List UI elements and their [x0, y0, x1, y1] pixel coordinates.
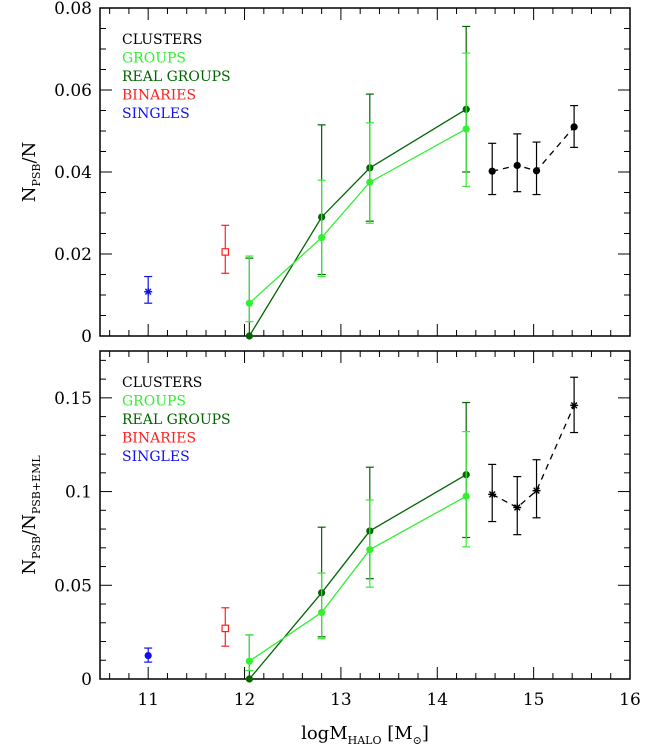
y-axis-label-subscript: PSB [30, 536, 43, 559]
star-stroke [488, 491, 496, 498]
x-tick-label: 15 [523, 690, 545, 710]
star-stroke [144, 288, 152, 296]
data-point [462, 125, 470, 133]
plot-frame [99, 350, 631, 680]
data-point [318, 234, 326, 242]
legend-entry: REAL GROUPS [122, 412, 231, 428]
legend-entry: GROUPS [122, 51, 186, 67]
x-tick-label: 12 [234, 690, 256, 710]
panel-bottom: 0 0.05 0.1 0.15 11 12 13 14 15 16 NPSB/NPSB+EML log… [19, 350, 641, 746]
star-stroke [513, 504, 521, 511]
x-axis-label-part: logM [301, 723, 348, 744]
x-tick-label: 16 [619, 690, 641, 710]
y-tick-label: 0.04 [54, 163, 92, 183]
x-tick-label: 13 [330, 690, 352, 710]
series-line [248, 128, 467, 304]
y-axis-label-part: N [19, 559, 40, 575]
data-point [318, 608, 326, 617]
series-clusters [488, 104, 579, 196]
data-point [366, 546, 374, 554]
series-real-groups [245, 25, 471, 340]
series-line [492, 126, 575, 172]
y-axis-label-subscript: PSB+EML [30, 455, 43, 515]
panel-top: 0 0.02 0.04 0.06 0.08 NPSB/N CLUSTERS GROUPS REA… [19, 0, 631, 347]
series-clusters [488, 376, 579, 536]
data-point [245, 299, 253, 307]
y-axis-label-part: N [19, 187, 40, 203]
data-point [532, 486, 541, 495]
star-stroke [533, 487, 540, 494]
sun-symbol: ⊙ [413, 734, 422, 746]
x-axis-label: logMHALO [M⊙] [301, 723, 429, 746]
legend-entry: SINGLES [122, 106, 190, 122]
x-axis-label-part: ] [422, 723, 429, 744]
x-axis-label-subscript: HALO [348, 734, 382, 746]
data-point [513, 161, 521, 170]
series-binaries [221, 224, 230, 274]
series-singles [144, 647, 153, 663]
data-point [570, 401, 579, 410]
data-point [570, 123, 578, 131]
series-groups [245, 52, 471, 323]
data-point [144, 651, 152, 660]
y-tick-label: 0.15 [54, 389, 92, 409]
data-point [366, 178, 374, 186]
y-axis-label-subscript: PSB [30, 164, 43, 187]
y-tick-label: 0 [81, 670, 92, 690]
series-line [248, 474, 467, 680]
data-point [488, 167, 496, 175]
series-line [248, 108, 467, 337]
data-point [488, 490, 497, 499]
legend-entry: BINARIES [122, 431, 196, 447]
x-tick-label: 11 [137, 690, 159, 710]
data-point [245, 657, 253, 665]
data-point [221, 248, 230, 256]
y-axis-label-part: /N [19, 142, 40, 164]
legend-entry: BINARIES [122, 88, 196, 104]
x-tick-label: 14 [426, 690, 448, 710]
data-point [513, 503, 522, 512]
legend-entry: GROUPS [122, 394, 186, 410]
y-tick-label: 0.08 [54, 0, 92, 19]
star-stroke [570, 402, 578, 409]
x-axis-label-part: [M [381, 723, 412, 744]
series-line [491, 405, 575, 509]
y-tick-label: 0.06 [54, 81, 92, 101]
legend-entry: CLUSTERS [122, 32, 202, 48]
series-singles [144, 275, 153, 304]
data-point [532, 167, 541, 175]
legend-entry: REAL GROUPS [122, 69, 231, 85]
legend-entry: SINGLES [122, 449, 190, 465]
y-tick-label: 0.02 [54, 245, 92, 265]
data-point [245, 332, 253, 340]
y-axis-label: NPSB/N [19, 142, 43, 203]
legend-entry: CLUSTERS [122, 375, 202, 391]
y-tick-label: 0 [81, 327, 92, 347]
data-point [245, 675, 253, 683]
y-axis-label-part: /N [19, 514, 40, 536]
series-groups [245, 430, 471, 672]
data-point [221, 624, 230, 633]
series-line [249, 495, 467, 662]
data-point [462, 492, 470, 500]
y-tick-label: 0.1 [65, 483, 92, 503]
data-point [144, 287, 153, 296]
series-binaries [221, 607, 230, 647]
y-axis-label: NPSB/NPSB+EML [19, 455, 43, 575]
y-tick-label: 0.05 [54, 576, 92, 596]
